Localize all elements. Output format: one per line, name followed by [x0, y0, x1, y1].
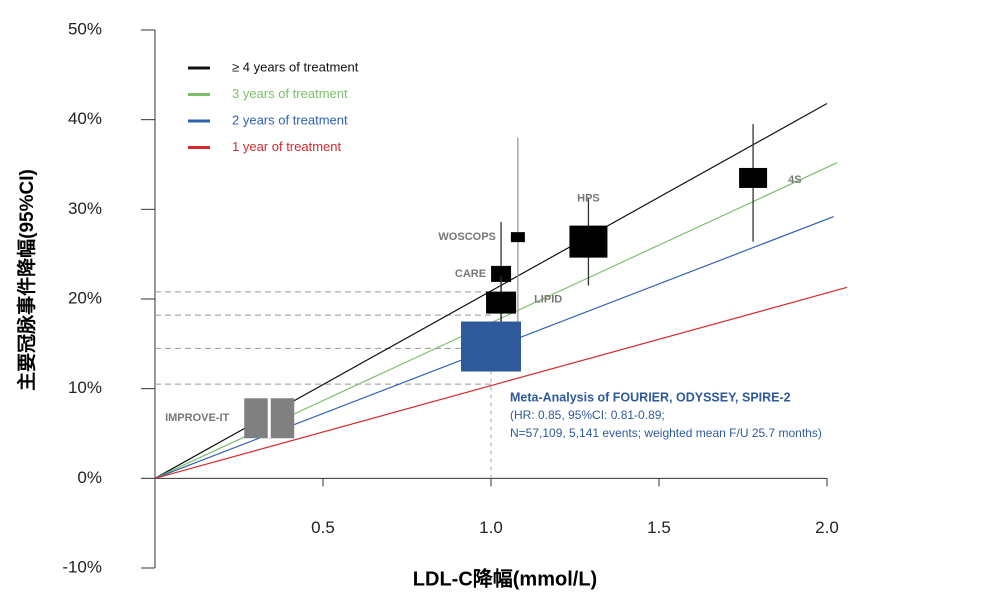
trial-label: LIPID	[534, 293, 562, 305]
y-tick-label: 10%	[68, 378, 102, 397]
x-tick-label: 1.0	[479, 518, 503, 537]
annotation-line: (HR: 0.85, 95%CI: 0.81-0.89;	[510, 408, 665, 422]
y-tick-label: -10%	[62, 557, 102, 576]
annotation-title: Meta-Analysis of FOURIER, ODYSSEY, SPIRE…	[510, 390, 791, 404]
y-tick-label: 30%	[68, 199, 102, 218]
trial-marker	[569, 225, 608, 258]
trial-label: 4S	[788, 174, 801, 186]
legend-label: 2 years of treatment	[232, 112, 348, 127]
legend-label: 3 years of treatment	[232, 86, 348, 101]
x-tick-label: 2.0	[815, 518, 839, 537]
x-tick-label: 0.5	[311, 518, 335, 537]
legend-label: 1 year of treatment	[232, 139, 341, 154]
y-tick-label: 0%	[77, 468, 102, 487]
legend-label: ≥ 4 years of treatment	[232, 59, 359, 74]
meta-marker	[461, 321, 521, 372]
trial-label: HPS	[577, 193, 600, 205]
y-tick-label: 40%	[68, 109, 102, 128]
trial-label: WOSCOPS	[438, 231, 495, 243]
y-axis-title: 主要冠脉事件降幅(95%CI)	[15, 169, 38, 391]
trial-label: CARE	[455, 268, 486, 280]
x-axis-title: LDL-C降幅(mmol/L)	[413, 566, 597, 590]
trial-label: IMPROVE-IT	[165, 412, 229, 424]
annotation-line: N=57,109, 5,141 events; weighted mean F/…	[510, 426, 822, 440]
trial-marker	[491, 265, 512, 282]
trial-marker	[486, 291, 517, 314]
x-tick-label: 1.5	[647, 518, 671, 537]
y-tick-label: 50%	[68, 19, 102, 38]
trial-marker	[510, 232, 525, 243]
treatment-line	[154, 286, 848, 479]
trial-marker	[739, 167, 768, 188]
y-tick-label: 20%	[68, 288, 102, 307]
